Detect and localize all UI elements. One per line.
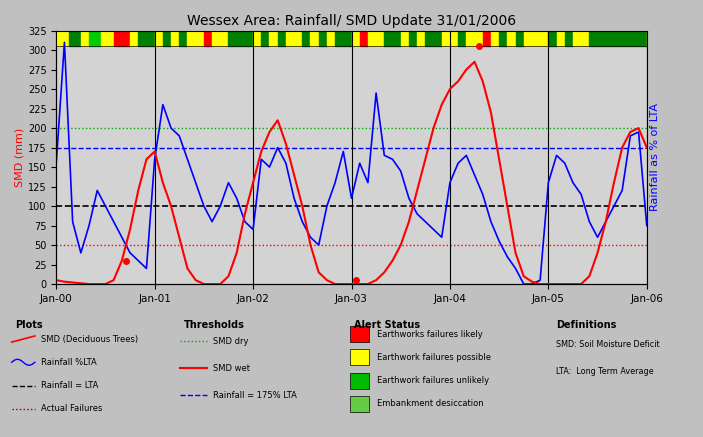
Bar <box>515 31 524 46</box>
Text: SMD wet: SMD wet <box>213 364 250 373</box>
Text: Rainfall %LTA: Rainfall %LTA <box>41 358 97 367</box>
Bar <box>524 31 548 46</box>
Bar <box>573 31 589 46</box>
Bar <box>286 31 302 46</box>
Bar <box>483 31 491 46</box>
Bar <box>138 31 155 46</box>
Text: Earthworks failures likely: Earthworks failures likely <box>377 329 482 339</box>
Text: Alert Status: Alert Status <box>354 320 420 330</box>
Bar <box>262 31 269 46</box>
Bar <box>508 31 515 46</box>
Bar <box>409 31 417 46</box>
Bar <box>253 31 262 46</box>
Text: Earthwork failures possible: Earthwork failures possible <box>377 353 491 362</box>
Bar <box>101 31 114 46</box>
Bar <box>417 31 425 46</box>
Bar <box>385 31 401 46</box>
Bar <box>179 31 188 46</box>
Text: Actual Failures: Actual Failures <box>41 404 103 413</box>
Bar <box>171 31 179 46</box>
Bar <box>69 31 81 46</box>
Y-axis label: SMD (mm): SMD (mm) <box>15 128 25 187</box>
Title: Wessex Area: Rainfall/ SMD Update 31/01/2006: Wessex Area: Rainfall/ SMD Update 31/01/… <box>187 14 516 28</box>
Bar <box>302 31 311 46</box>
Bar <box>360 31 368 46</box>
Bar <box>458 31 466 46</box>
Bar <box>589 31 647 46</box>
Bar <box>466 31 483 46</box>
Text: Plots: Plots <box>15 320 42 330</box>
Bar <box>81 31 89 46</box>
Bar <box>557 31 565 46</box>
Bar <box>204 31 212 46</box>
Bar <box>155 31 163 46</box>
Bar <box>188 31 204 46</box>
Bar <box>499 31 508 46</box>
Text: Earthwork failures unlikely: Earthwork failures unlikely <box>377 376 489 385</box>
Bar <box>56 31 69 46</box>
FancyBboxPatch shape <box>350 350 369 365</box>
Text: Embankment desiccation: Embankment desiccation <box>377 399 484 408</box>
Bar <box>228 31 253 46</box>
Bar <box>163 31 171 46</box>
Bar <box>311 31 318 46</box>
FancyBboxPatch shape <box>350 396 369 412</box>
Bar <box>130 31 138 46</box>
Bar <box>352 31 360 46</box>
Bar <box>647 31 655 46</box>
Text: Rainfall = LTA: Rainfall = LTA <box>41 381 98 390</box>
Text: SMD: Soil Moisture Deficit: SMD: Soil Moisture Deficit <box>555 340 659 349</box>
Text: LTA:  Long Term Average: LTA: Long Term Average <box>555 367 653 376</box>
Bar <box>278 31 286 46</box>
Bar <box>269 31 278 46</box>
Bar <box>212 31 228 46</box>
Bar <box>368 31 385 46</box>
Bar <box>318 31 327 46</box>
Text: Definitions: Definitions <box>555 320 616 330</box>
Bar <box>565 31 573 46</box>
Bar <box>335 31 352 46</box>
FancyBboxPatch shape <box>350 373 369 388</box>
Bar <box>425 31 441 46</box>
Bar <box>491 31 499 46</box>
Y-axis label: Rainfall as % of LTA: Rainfall as % of LTA <box>650 103 659 212</box>
Text: SMD dry: SMD dry <box>213 337 248 346</box>
Bar <box>548 31 557 46</box>
Bar <box>114 31 130 46</box>
Bar <box>441 31 458 46</box>
Bar <box>89 31 101 46</box>
Bar <box>401 31 409 46</box>
FancyBboxPatch shape <box>350 326 369 342</box>
Text: Thresholds: Thresholds <box>183 320 245 330</box>
Text: SMD (Deciduous Trees): SMD (Deciduous Trees) <box>41 335 138 343</box>
Bar <box>327 31 335 46</box>
Text: Rainfall = 175% LTA: Rainfall = 175% LTA <box>213 391 297 400</box>
